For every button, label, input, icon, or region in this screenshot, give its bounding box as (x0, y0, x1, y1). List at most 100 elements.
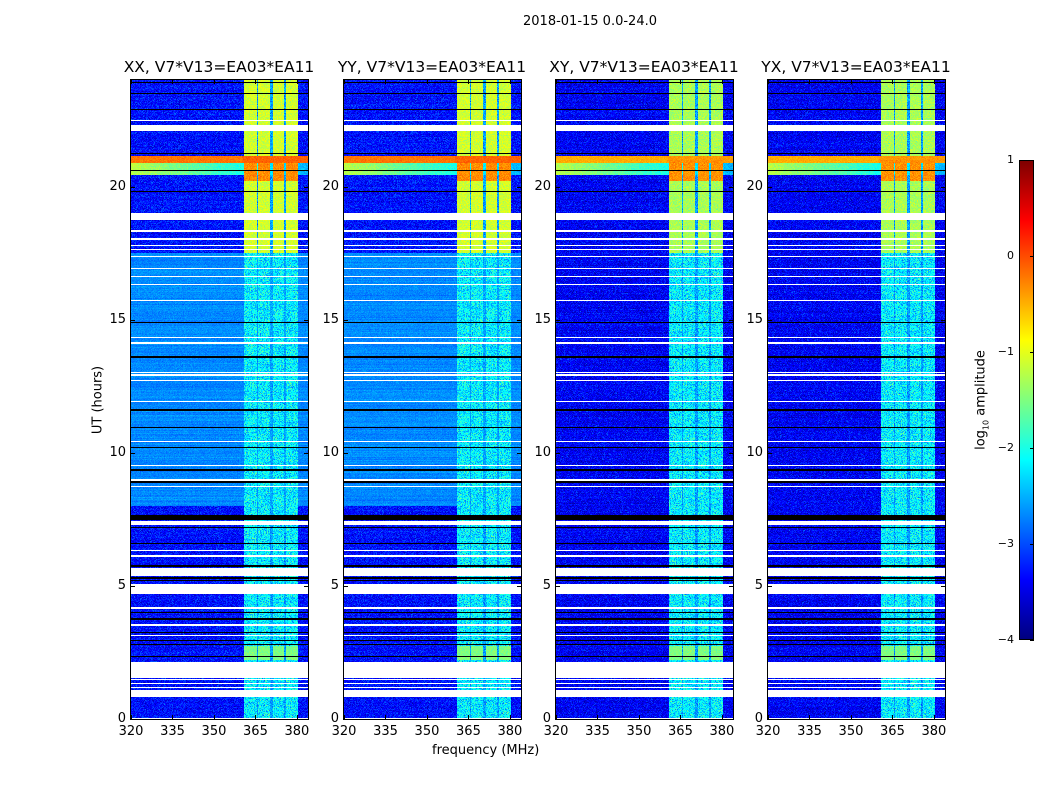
y-tick-label: 0 (542, 711, 551, 726)
x-tick-mark (344, 80, 345, 84)
y-tick-mark (768, 719, 772, 720)
colorbar-tick-mark (1030, 256, 1034, 257)
y-tick-mark (344, 452, 348, 454)
y-tick-mark (941, 319, 945, 321)
x-tick-label: 320 (543, 724, 569, 739)
y-tick-mark (304, 186, 308, 188)
x-tick-mark (468, 80, 470, 84)
heatmap-panel-3 (767, 79, 946, 720)
y-tick-label: 20 (109, 178, 126, 194)
x-tick-mark (597, 715, 599, 719)
x-tick-label: 380 (284, 724, 310, 739)
y-tick-mark (517, 319, 521, 321)
x-tick-label: 350 (414, 724, 440, 739)
y-tick-label: 15 (322, 311, 339, 327)
colorbar-tick-mark (1030, 544, 1034, 545)
y-tick-mark (344, 186, 348, 188)
heatmap-panel-2 (555, 79, 734, 720)
y-tick-mark (517, 585, 521, 587)
heatmap-canvas-2 (556, 80, 733, 719)
y-tick-mark (304, 585, 308, 587)
x-tick-label: 350 (626, 724, 652, 739)
panel-title-2: XY, V7*V13=EA03*EA11 (549, 58, 739, 76)
y-tick-mark (556, 319, 560, 321)
x-tick-mark (556, 80, 557, 84)
x-tick-label: 380 (921, 724, 947, 739)
y-tick-mark (517, 452, 521, 454)
y-tick-label: 0 (330, 711, 339, 726)
y-axis-label: UT (hours) (90, 365, 106, 435)
y-tick-label: 20 (534, 178, 551, 194)
y-tick-label: 10 (109, 444, 126, 460)
y-tick-mark (941, 585, 945, 587)
x-tick-mark (556, 715, 557, 719)
x-tick-mark (255, 715, 257, 719)
x-tick-label: 365 (668, 724, 693, 739)
y-tick-mark (304, 319, 308, 321)
y-tick-mark (768, 452, 772, 454)
x-tick-mark (850, 80, 852, 84)
x-tick-mark (172, 80, 174, 84)
colorbar-label: log10 amplitude (974, 350, 991, 450)
heatmap-canvas-3 (768, 80, 945, 719)
y-tick-mark (517, 186, 521, 188)
y-tick-label: 0 (117, 711, 126, 726)
y-tick-mark (729, 452, 733, 454)
y-tick-label: 5 (542, 577, 551, 593)
y-tick-label: 15 (534, 311, 551, 327)
x-tick-mark (809, 715, 811, 719)
panel-title-3: YX, V7*V13=EA03*EA11 (761, 58, 951, 76)
x-tick-mark (131, 715, 132, 719)
y-tick-label: 15 (109, 311, 126, 327)
colorbar-tick-label: 1 (1007, 153, 1014, 166)
colorbar-tick-label: −2 (997, 441, 1014, 454)
colorbar-tick-mark (1030, 448, 1034, 449)
x-tick-mark (385, 80, 387, 84)
x-tick-label: 335 (373, 724, 398, 739)
y-tick-mark (941, 452, 945, 454)
x-tick-mark (296, 80, 298, 84)
x-tick-mark (468, 715, 470, 719)
y-tick-mark (729, 585, 733, 587)
x-tick-mark (255, 80, 257, 84)
y-tick-label: 5 (330, 577, 339, 593)
y-tick-label: 20 (322, 178, 339, 194)
x-tick-label: 320 (755, 724, 781, 739)
y-tick-mark (556, 452, 560, 454)
x-tick-mark (597, 80, 599, 84)
y-tick-label: 10 (322, 444, 339, 460)
y-tick-label: 20 (746, 178, 763, 194)
heatmap-canvas-1 (344, 80, 521, 719)
colorbar-tick-mark (1030, 352, 1034, 353)
x-tick-mark (509, 715, 511, 719)
y-tick-mark (768, 585, 772, 587)
x-tick-label: 380 (709, 724, 735, 739)
y-tick-mark (344, 719, 348, 720)
y-tick-mark (344, 319, 348, 321)
x-tick-label: 335 (160, 724, 185, 739)
x-tick-label: 380 (497, 724, 523, 739)
x-tick-label: 350 (201, 724, 227, 739)
colorbar (1019, 160, 1034, 640)
x-tick-label: 365 (456, 724, 481, 739)
y-tick-mark (131, 719, 135, 720)
y-tick-mark (131, 452, 135, 454)
x-tick-mark (721, 80, 723, 84)
y-tick-mark (556, 186, 560, 188)
x-tick-mark (933, 80, 935, 84)
y-tick-mark (131, 585, 135, 587)
x-axis-label: frequency (MHz) (432, 743, 540, 758)
colorbar-tick-label: −4 (997, 633, 1014, 646)
colorbar-tick-mark (1030, 640, 1034, 641)
colorbar-label-rest: amplitude (973, 350, 989, 420)
x-tick-mark (638, 715, 640, 719)
y-tick-mark (556, 719, 560, 720)
x-tick-label: 350 (838, 724, 864, 739)
x-tick-label: 365 (880, 724, 905, 739)
colorbar-label-main: log (973, 430, 989, 450)
figure-title: 2018-01-15 0.0-24.0 (523, 14, 657, 29)
colorbar-tick-mark (1030, 160, 1034, 161)
x-tick-label: 365 (243, 724, 268, 739)
x-tick-mark (892, 80, 894, 84)
y-tick-mark (729, 719, 733, 720)
